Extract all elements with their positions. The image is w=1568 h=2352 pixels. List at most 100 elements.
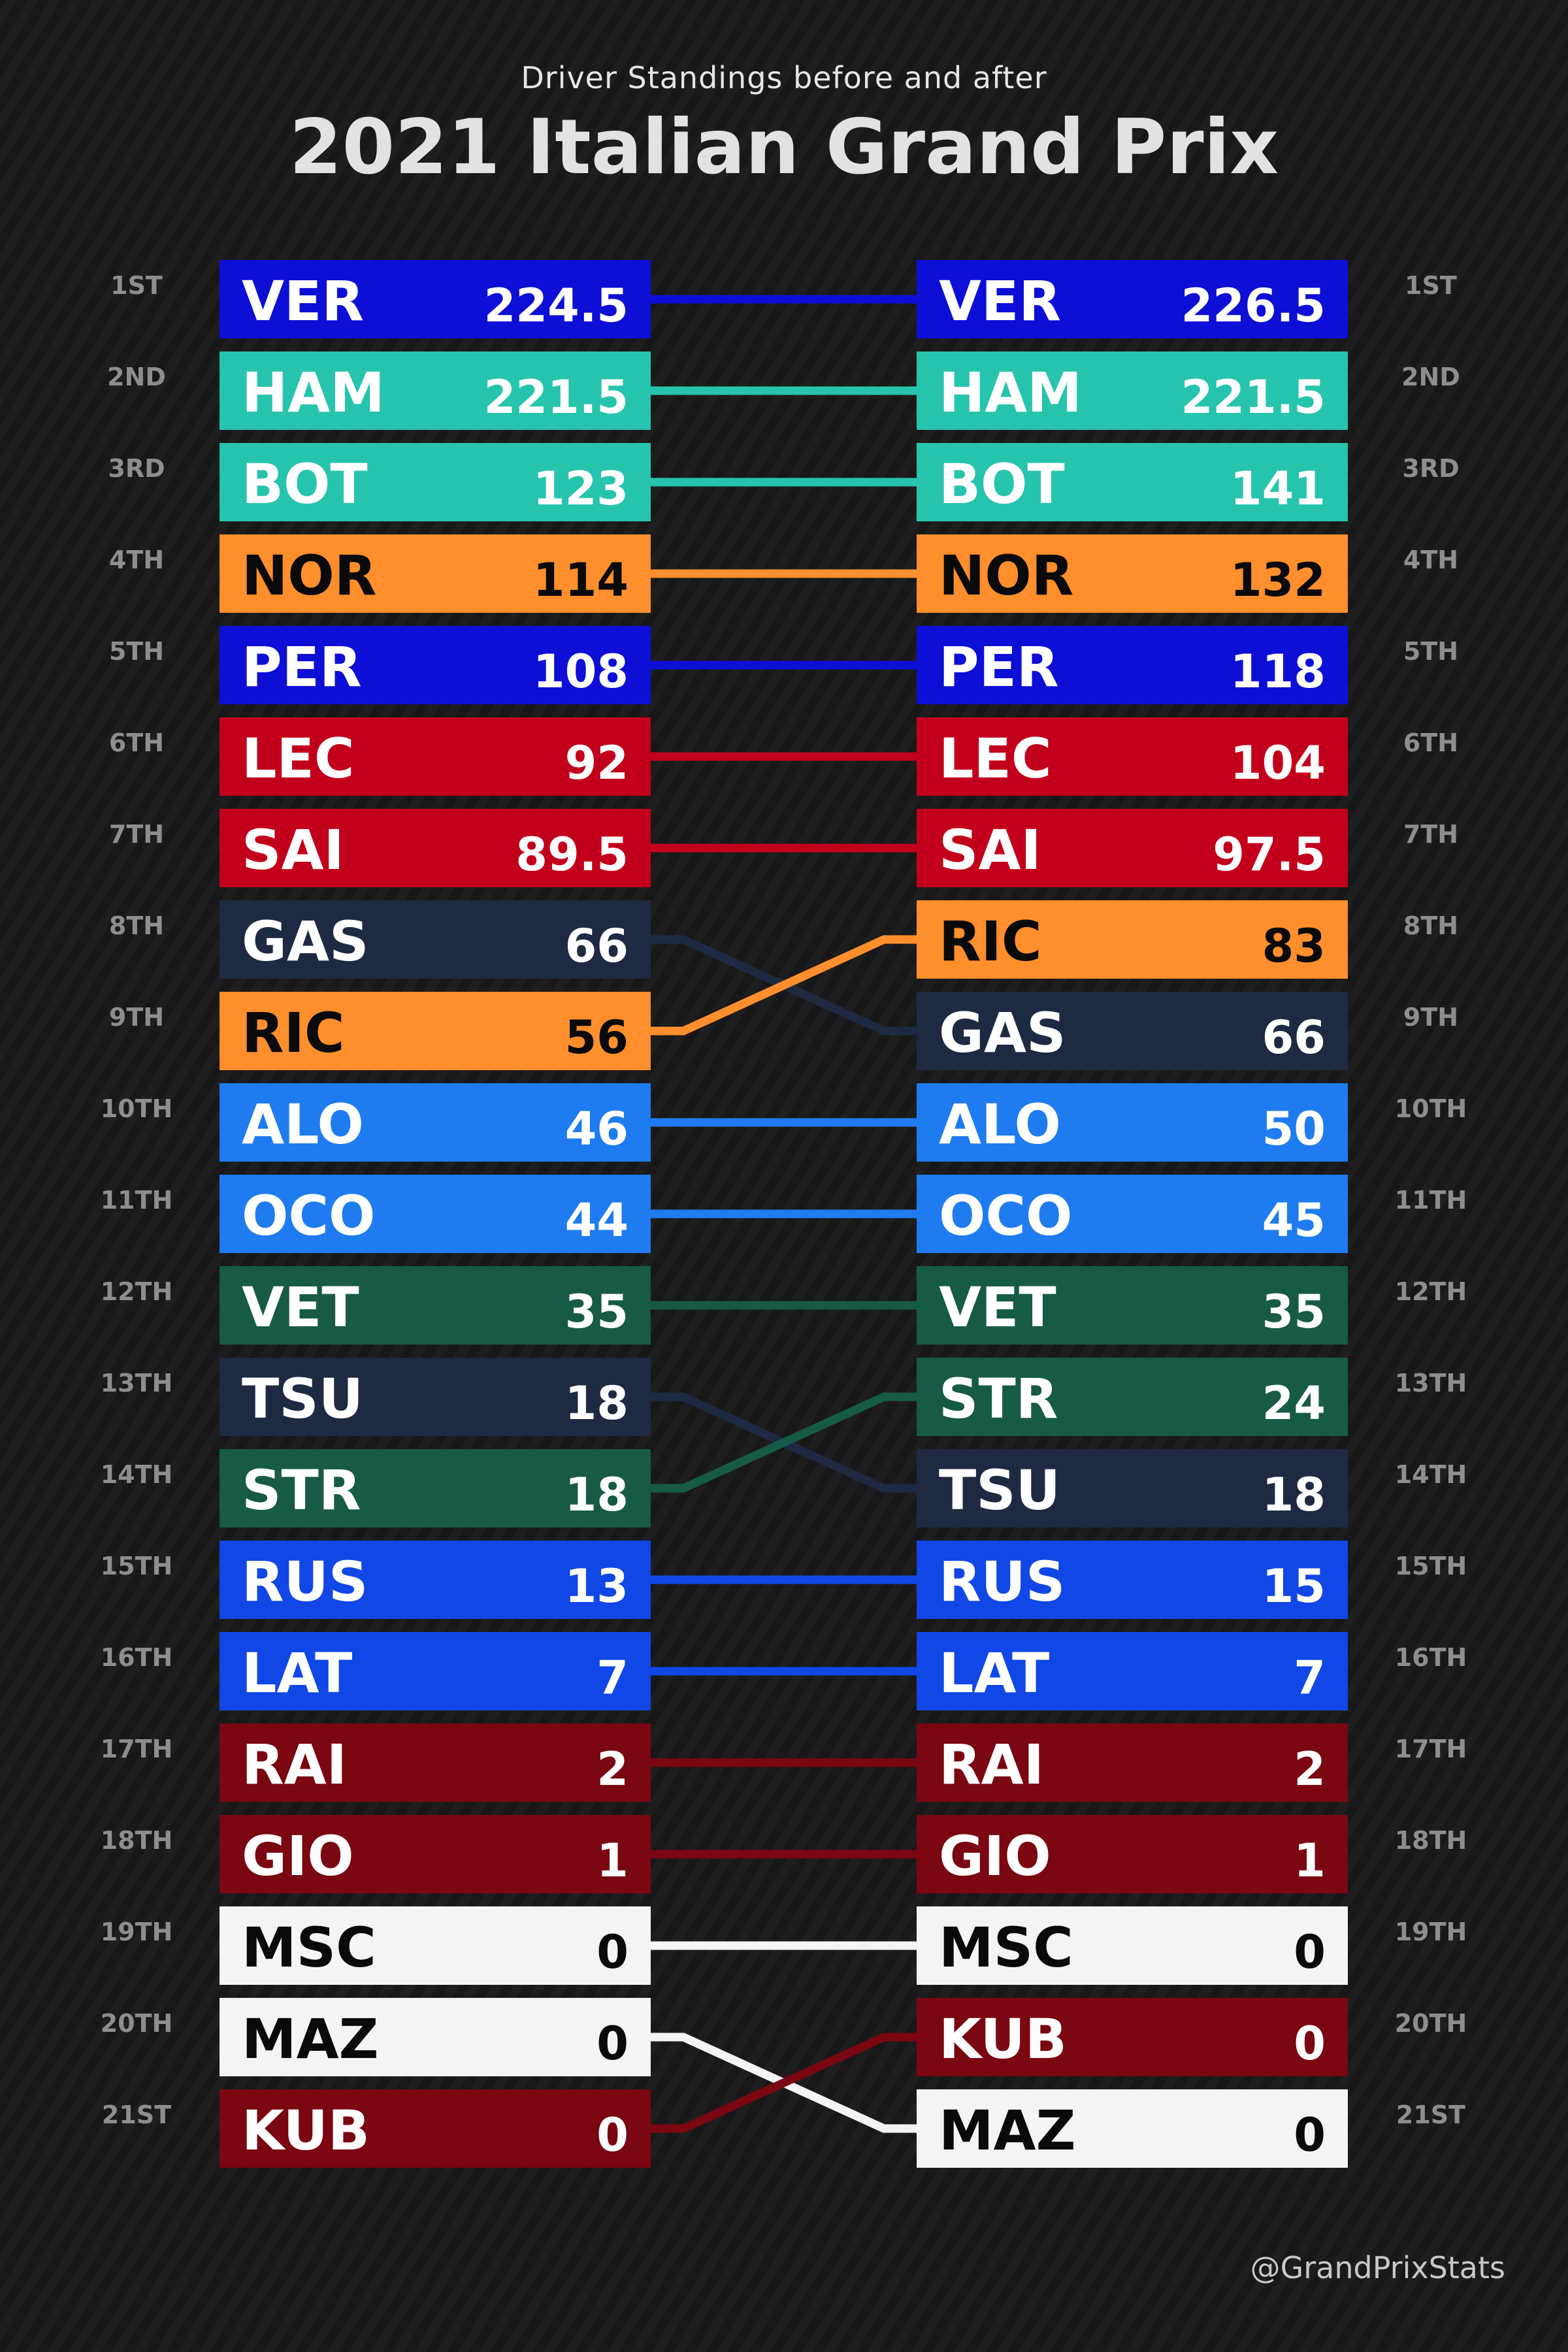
after-driver-points: 0 — [1294, 2017, 1326, 2070]
before-driver-code: OCO — [242, 1184, 375, 1248]
before-driver-code: RIC — [242, 1001, 345, 1065]
before-driver-code: LAT — [242, 1641, 352, 1705]
before-driver-code: RUS — [242, 1550, 368, 1614]
after-bar-msc — [917, 1906, 1348, 1985]
before-driver-code: VET — [242, 1275, 359, 1339]
after-driver-points: 221.5 — [1181, 370, 1326, 424]
before-driver-code: NOR — [242, 544, 376, 608]
before-bar-lat — [220, 1632, 651, 1710]
after-row-alo: ALO 50 — [917, 1083, 1348, 1162]
after-row-gio: GIO 1 — [917, 1815, 1348, 1893]
after-row-ham: HAM 221.5 — [917, 351, 1348, 430]
after-driver-code: PER — [939, 635, 1059, 699]
rank-label-right: 8TH — [1403, 911, 1458, 940]
before-driver-points: 46 — [565, 1102, 629, 1156]
before-driver-code: MAZ — [242, 2007, 379, 2071]
before-bar-kub — [220, 2089, 651, 2168]
connector-lines — [651, 295, 917, 2133]
before-row-tsu: TSU 18 — [220, 1358, 651, 1436]
rank-label-left: 3RD — [108, 454, 165, 483]
after-bar-ver — [917, 260, 1348, 338]
before-bar-str — [220, 1449, 651, 1527]
connector-str — [651, 1392, 917, 1493]
after-bar-str — [917, 1358, 1348, 1436]
before-driver-points: 0 — [596, 2108, 629, 2162]
after-driver-code: GAS — [939, 1001, 1066, 1065]
after-driver-code: KUB — [939, 2007, 1067, 2071]
before-row-gio: GIO 1 — [220, 1815, 651, 1893]
after-bar-ham — [917, 351, 1348, 430]
after-bar-gas — [917, 992, 1348, 1070]
after-row-sai: SAI 97.5 — [917, 809, 1348, 887]
rank-label-right: 17TH — [1395, 1735, 1467, 1763]
before-bar-ham — [220, 351, 651, 430]
before-driver-points: 35 — [565, 1285, 629, 1339]
after-bar-per — [917, 626, 1348, 704]
after-row-kub: KUB 0 — [917, 1998, 1348, 2076]
after-row-vet: VET 35 — [917, 1266, 1348, 1345]
after-driver-points: 0 — [1294, 2108, 1326, 2162]
rank-label-left: 6TH — [109, 728, 164, 757]
before-row-oco: OCO 44 — [220, 1175, 651, 1253]
before-driver-code: LEC — [242, 727, 355, 791]
before-driver-points: 92 — [565, 736, 629, 790]
rank-label-right: 20TH — [1395, 2009, 1467, 2038]
before-driver-code: ALO — [242, 1092, 364, 1156]
after-driver-code: OCO — [939, 1184, 1072, 1248]
before-bar-nor — [220, 534, 651, 613]
after-driver-code: MSC — [939, 1916, 1073, 1980]
rank-label-left: 5TH — [109, 637, 164, 666]
after-row-ver: VER 226.5 — [917, 260, 1348, 338]
before-driver-code: STR — [242, 1458, 361, 1522]
before-row-lat: LAT 7 — [220, 1632, 651, 1710]
after-driver-code: ALO — [939, 1092, 1061, 1156]
before-driver-code: TSU — [242, 1367, 363, 1431]
before-bar-gio — [220, 1815, 651, 1893]
after-driver-points: 141 — [1230, 462, 1326, 515]
after-bar-nor — [917, 534, 1348, 613]
rank-labels: 1ST 1ST 2ND 2ND 3RD 3RD 4TH 4TH 5TH 5TH 6TH 6TH 7TH 7… — [101, 271, 1467, 2129]
after-row-lec: LEC 104 — [917, 717, 1348, 796]
before-row-nor: NOR 114 — [220, 534, 651, 613]
rank-label-right: 1ST — [1405, 271, 1457, 300]
after-driver-points: 35 — [1262, 1285, 1326, 1339]
rank-label-right: 5TH — [1403, 637, 1458, 666]
after-driver-code: HAM — [939, 361, 1082, 425]
rank-label-left: 16TH — [101, 1643, 173, 1672]
after-bar-rus — [917, 1541, 1348, 1619]
rank-label-right: 9TH — [1403, 1003, 1458, 1032]
after-row-bot: BOT 141 — [917, 443, 1348, 521]
after-driver-code: TSU — [939, 1458, 1060, 1522]
before-driver-points: 0 — [596, 2017, 629, 2070]
rank-label-right: 19TH — [1395, 1918, 1467, 1946]
after-driver-code: VER — [939, 269, 1061, 333]
before-driver-points: 18 — [565, 1468, 629, 1522]
before-driver-points: 2 — [596, 1742, 629, 1796]
before-row-sai: SAI 89.5 — [220, 809, 651, 887]
after-row-per: PER 118 — [917, 626, 1348, 704]
before-driver-code: HAM — [242, 361, 385, 425]
before-row-vet: VET 35 — [220, 1266, 651, 1345]
before-driver-code: KUB — [242, 2099, 370, 2163]
before-bar-vet — [220, 1266, 651, 1345]
after-driver-points: 45 — [1262, 1194, 1326, 1247]
before-row-lec: LEC 92 — [220, 717, 651, 796]
after-row-tsu: TSU 18 — [917, 1449, 1348, 1527]
after-driver-code: LAT — [939, 1641, 1049, 1705]
before-row-maz: MAZ 0 — [220, 1998, 651, 2076]
rank-label-left: 10TH — [101, 1094, 173, 1123]
after-row-maz: MAZ 0 — [917, 2089, 1348, 2168]
before-driver-code: GAS — [242, 909, 368, 973]
rank-label-right: 2ND — [1401, 363, 1460, 391]
before-driver-points: 221.5 — [484, 370, 629, 424]
after-driver-code: RUS — [939, 1550, 1065, 1614]
before-row-gas: GAS 66 — [220, 900, 651, 979]
before-bar-ver — [220, 260, 651, 338]
before-driver-code: VER — [242, 269, 364, 333]
before-bar-ric — [220, 992, 651, 1070]
rank-label-left: 12TH — [101, 1277, 173, 1306]
before-driver-points: 13 — [565, 1560, 629, 1613]
before-bar-gas — [220, 900, 651, 979]
after-bar-kub — [917, 1998, 1348, 2076]
